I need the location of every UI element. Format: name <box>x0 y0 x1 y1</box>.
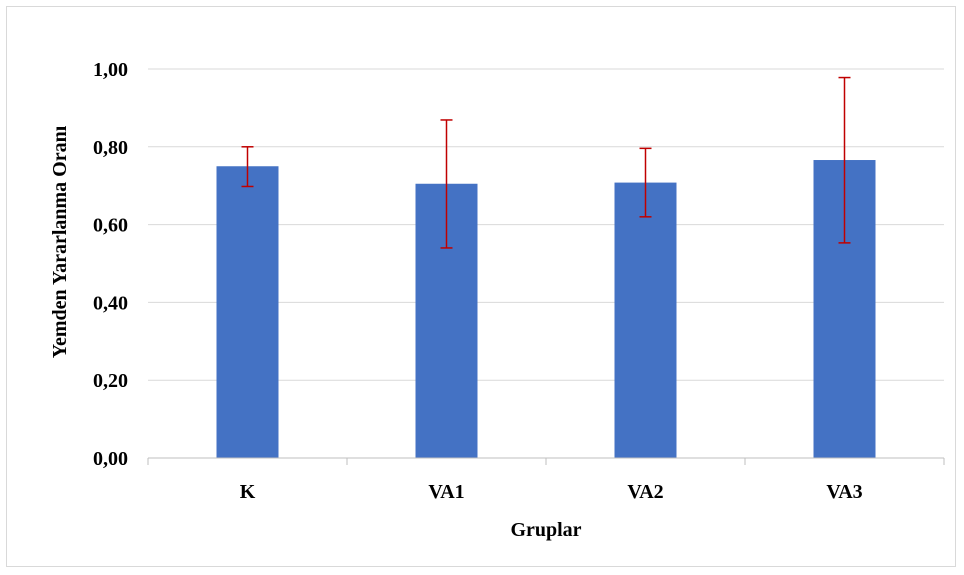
y-tick-label: 1,00 <box>93 59 128 81</box>
x-tick-label: VA1 <box>428 481 464 503</box>
bar-k <box>216 166 279 458</box>
y-tick-label: 0,00 <box>93 448 128 470</box>
y-tick-label: 0,80 <box>93 137 128 159</box>
bar-va2 <box>614 182 677 458</box>
chart-frame <box>6 6 956 567</box>
y-tick-label: 0,20 <box>93 370 128 392</box>
x-axis-title: Gruplar <box>510 519 581 541</box>
error-bar-va2 <box>639 147 652 218</box>
axes <box>147 457 945 465</box>
y-tick-label: 0,40 <box>93 292 128 314</box>
x-tick-labels: K VA1 VA2 VA3 <box>240 481 863 503</box>
x-tick-label: VA3 <box>826 481 862 503</box>
bars <box>216 160 876 458</box>
error-bar-k <box>241 146 254 188</box>
y-axis-title: Yemden Yararlanma Oranı <box>49 125 71 358</box>
gridlines <box>148 68 944 381</box>
y-tick-label: 0,60 <box>93 215 128 237</box>
error-bars <box>241 76 851 249</box>
error-bar-va3 <box>838 76 851 244</box>
y-tick-labels: 0,00 0,20 0,40 0,60 0,80 1,00 <box>93 59 128 470</box>
error-bar-va1 <box>440 119 453 249</box>
x-tick-label: VA2 <box>627 481 663 503</box>
x-tick-label: K <box>240 481 256 503</box>
